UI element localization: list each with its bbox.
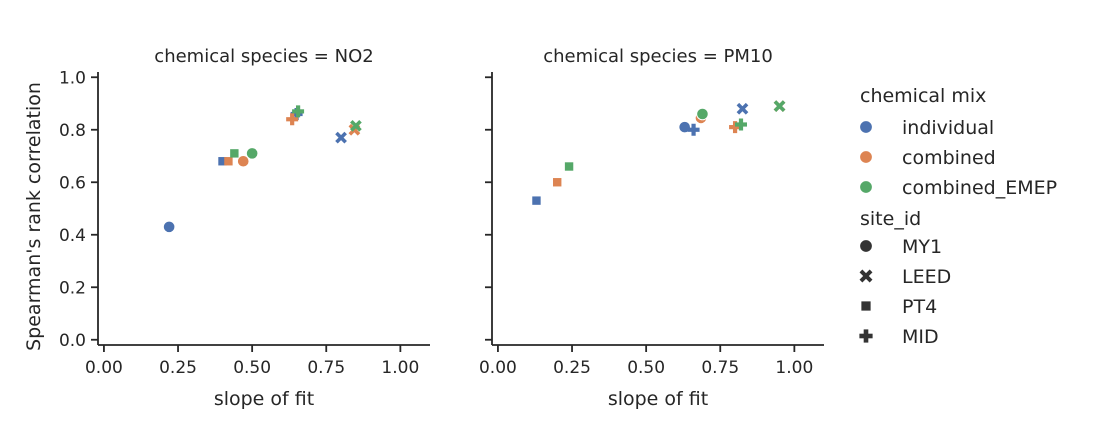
legend-item-label: combined	[902, 147, 996, 169]
y-tick-label: 0.2	[59, 278, 86, 298]
data-point	[218, 157, 227, 166]
x-tick-label: 0.00	[479, 358, 517, 378]
panel-2: chemical species = PM10 0.00 0.25 0.50 0.75 1…	[479, 46, 824, 410]
data-point	[162, 220, 176, 234]
data-point	[335, 131, 347, 144]
x-tick-label: 0.00	[85, 358, 123, 378]
y-axis-label: Spearman's rank correlation	[23, 82, 45, 351]
data-point	[230, 149, 239, 158]
x-tick-label: 0.25	[553, 358, 591, 378]
legend-item-my1: MY1	[859, 236, 942, 258]
legend-style-title: site_id	[860, 208, 921, 230]
data-point	[773, 100, 786, 112]
legend-item-label: PT4	[902, 296, 937, 318]
legend-item-individual: individual	[859, 117, 994, 139]
y-tick-label: 0.4	[59, 226, 86, 246]
panel-title: chemical species = NO2	[154, 46, 373, 67]
legend-item-label: LEED	[902, 266, 951, 288]
x-tick-label: 0.25	[159, 358, 197, 378]
data-point	[553, 178, 562, 187]
data-point	[292, 105, 305, 118]
data-point	[224, 157, 233, 166]
y-tick-label: 0.6	[59, 173, 86, 193]
x-axis-label: slope of fit	[214, 388, 314, 410]
data-point	[729, 121, 742, 134]
data-point	[735, 118, 747, 131]
x-axis-label: slope of fit	[608, 388, 708, 410]
data-point	[245, 147, 259, 160]
x-tick-label: 1.00	[381, 358, 419, 378]
data-point	[696, 107, 709, 121]
x-tick-label: 0.50	[233, 358, 271, 378]
legend-hue-title: chemical mix	[860, 85, 986, 107]
y-tick-label: 0.0	[59, 331, 86, 351]
legend-item-label: MID	[902, 326, 939, 348]
legend-item-pt4: PT4	[861, 296, 937, 318]
data-point	[564, 162, 574, 171]
legend-item-combined: combined	[859, 147, 996, 169]
data-point	[350, 119, 362, 132]
data-point	[532, 196, 541, 205]
data-point	[286, 113, 299, 126]
legend-item-label: MY1	[902, 236, 942, 258]
data-point	[236, 154, 250, 168]
panel-1: chemical species = NO2 0.00 0.25 0.50 0.75 1.…	[23, 46, 430, 410]
panel-title: chemical species = PM10	[543, 46, 773, 67]
legend-item-leed: LEED	[859, 266, 951, 288]
x-tick-label: 0.75	[307, 358, 345, 378]
y-tick-label: 0.8	[59, 121, 86, 141]
legend-item-label: combined_EMEP	[902, 177, 1057, 199]
y-tick-label: 1.0	[59, 68, 86, 88]
legend-item-label: individual	[902, 117, 994, 139]
legend: chemical mix individual combined combined_E…	[859, 85, 1057, 348]
legend-item-mid: MID	[859, 326, 939, 348]
data-point	[687, 123, 700, 136]
x-tick-label: 0.75	[701, 358, 739, 378]
data-point	[736, 102, 749, 115]
x-tick-label: 1.00	[775, 358, 813, 378]
legend-item-combined-EMEP: combined_EMEP	[859, 177, 1057, 199]
x-tick-label: 0.50	[627, 358, 665, 378]
